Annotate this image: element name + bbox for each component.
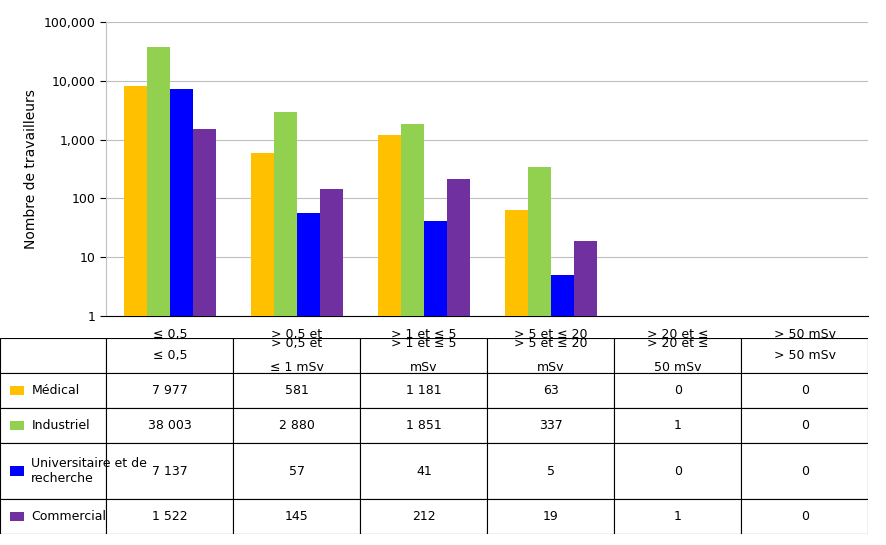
FancyBboxPatch shape [233, 338, 361, 373]
Text: 7 137: 7 137 [152, 464, 188, 477]
Text: > 5 et ≤ 20: > 5 et ≤ 20 [514, 337, 587, 350]
FancyBboxPatch shape [233, 373, 361, 408]
Text: 0: 0 [801, 464, 809, 477]
Text: 19: 19 [543, 510, 559, 523]
Bar [655, 316, 678, 545]
Text: 7 977: 7 977 [152, 384, 188, 397]
FancyBboxPatch shape [233, 499, 361, 534]
Text: 5: 5 [547, 464, 555, 477]
Text: mSv: mSv [537, 361, 564, 374]
FancyBboxPatch shape [742, 408, 868, 443]
FancyBboxPatch shape [487, 373, 614, 408]
Bar [11, 512, 24, 522]
FancyBboxPatch shape [614, 338, 742, 373]
Text: Industriel: Industriel [31, 419, 89, 432]
Text: 1: 1 [674, 419, 681, 432]
Text: 1: 1 [674, 510, 681, 523]
Text: 0: 0 [673, 464, 682, 477]
Bar [147, 46, 170, 545]
Bar [701, 316, 724, 545]
Text: 0: 0 [801, 384, 809, 397]
Bar [11, 385, 24, 395]
Text: Médical: Médical [31, 384, 80, 397]
Bar [320, 189, 343, 545]
Bar [11, 466, 24, 476]
Bar [447, 179, 470, 545]
Text: > 0,5 et: > 0,5 et [271, 337, 323, 350]
Text: 1 522: 1 522 [152, 510, 188, 523]
Text: ≤ 0,5: ≤ 0,5 [152, 349, 187, 362]
Text: 41: 41 [416, 464, 431, 477]
Bar [573, 241, 596, 545]
Text: ≤ 1 mSv: ≤ 1 mSv [270, 361, 323, 374]
FancyBboxPatch shape [361, 443, 487, 499]
FancyBboxPatch shape [361, 373, 487, 408]
Text: 50 mSv: 50 mSv [654, 361, 702, 374]
FancyBboxPatch shape [614, 408, 742, 443]
Text: > 20 et ≤: > 20 et ≤ [647, 337, 709, 350]
Bar [528, 167, 551, 545]
Text: 63: 63 [543, 384, 559, 397]
Text: 337: 337 [539, 419, 563, 432]
FancyBboxPatch shape [487, 443, 614, 499]
Bar [378, 135, 401, 545]
FancyBboxPatch shape [487, 499, 614, 534]
FancyBboxPatch shape [742, 373, 868, 408]
FancyBboxPatch shape [233, 408, 361, 443]
Bar [505, 210, 528, 545]
Bar [401, 124, 424, 545]
Text: 145: 145 [285, 510, 308, 523]
FancyBboxPatch shape [106, 408, 233, 443]
Text: > 50 mSv: > 50 mSv [773, 349, 835, 362]
Bar [11, 421, 24, 431]
Text: 1 181: 1 181 [406, 384, 441, 397]
FancyBboxPatch shape [0, 443, 106, 499]
Bar [124, 87, 147, 545]
Bar [192, 129, 215, 545]
Text: recherche: recherche [31, 473, 94, 486]
FancyBboxPatch shape [233, 443, 361, 499]
FancyBboxPatch shape [0, 499, 106, 534]
FancyBboxPatch shape [742, 338, 868, 373]
Bar [297, 213, 320, 545]
FancyBboxPatch shape [361, 408, 487, 443]
FancyBboxPatch shape [487, 408, 614, 443]
Text: 581: 581 [285, 384, 308, 397]
Text: 0: 0 [801, 419, 809, 432]
FancyBboxPatch shape [742, 443, 868, 499]
Text: Commercial: Commercial [31, 510, 106, 523]
Y-axis label: Nombre de travailleurs: Nombre de travailleurs [25, 89, 38, 249]
FancyBboxPatch shape [106, 499, 233, 534]
Bar [251, 153, 274, 545]
Bar [274, 112, 297, 545]
Text: 0: 0 [801, 510, 809, 523]
Text: 212: 212 [412, 510, 436, 523]
Bar [170, 89, 192, 545]
FancyBboxPatch shape [0, 408, 106, 443]
FancyBboxPatch shape [0, 373, 106, 408]
FancyBboxPatch shape [361, 499, 487, 534]
Bar [424, 221, 447, 545]
Text: 2 880: 2 880 [279, 419, 315, 432]
FancyBboxPatch shape [0, 338, 106, 373]
Text: > 1 et ≤ 5: > 1 et ≤ 5 [391, 337, 456, 350]
Text: Universitaire et de: Universitaire et de [31, 457, 147, 470]
FancyBboxPatch shape [487, 338, 614, 373]
FancyBboxPatch shape [614, 499, 742, 534]
FancyBboxPatch shape [106, 338, 233, 373]
Text: 0: 0 [673, 384, 682, 397]
FancyBboxPatch shape [106, 373, 233, 408]
Text: 38 003: 38 003 [148, 419, 191, 432]
FancyBboxPatch shape [742, 499, 868, 534]
FancyBboxPatch shape [614, 443, 742, 499]
Text: 57: 57 [289, 464, 305, 477]
Text: mSv: mSv [410, 361, 438, 374]
FancyBboxPatch shape [361, 338, 487, 373]
Text: 1 851: 1 851 [406, 419, 442, 432]
FancyBboxPatch shape [614, 373, 742, 408]
Bar [551, 275, 573, 545]
FancyBboxPatch shape [106, 443, 233, 499]
